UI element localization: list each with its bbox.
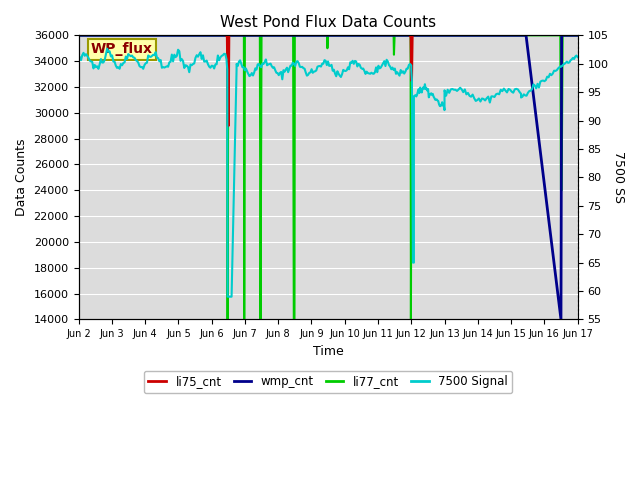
- Title: West Pond Flux Data Counts: West Pond Flux Data Counts: [220, 15, 436, 30]
- Y-axis label: Data Counts: Data Counts: [15, 139, 28, 216]
- Text: WP_flux: WP_flux: [91, 42, 153, 57]
- Y-axis label: 7500 SS: 7500 SS: [612, 151, 625, 204]
- Legend: li75_cnt, wmp_cnt, li77_cnt, 7500 Signal: li75_cnt, wmp_cnt, li77_cnt, 7500 Signal: [144, 371, 513, 393]
- X-axis label: Time: Time: [313, 345, 344, 358]
